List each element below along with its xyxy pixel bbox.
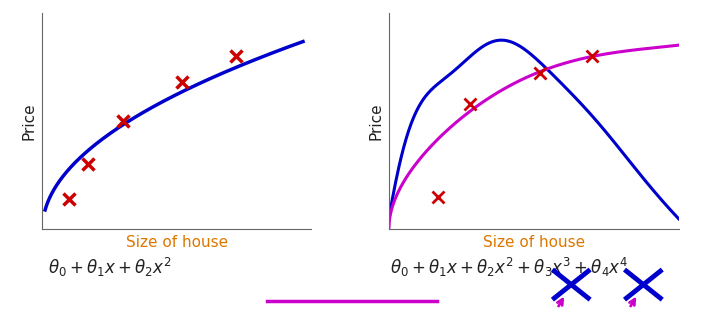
Text: $\theta_0 + \theta_1 x + \theta_2 x^2 + \theta_3 x^3 + \theta_4 x^4$: $\theta_0 + \theta_1 x + \theta_2 x^2 + … <box>390 256 629 279</box>
Text: $\theta_0 + \theta_1 x + \theta_2 x^2$: $\theta_0 + \theta_1 x + \theta_2 x^2$ <box>47 256 172 279</box>
X-axis label: Size of house: Size of house <box>126 234 228 250</box>
X-axis label: Size of house: Size of house <box>483 234 585 250</box>
Y-axis label: Price: Price <box>22 102 37 140</box>
Y-axis label: Price: Price <box>368 102 383 140</box>
